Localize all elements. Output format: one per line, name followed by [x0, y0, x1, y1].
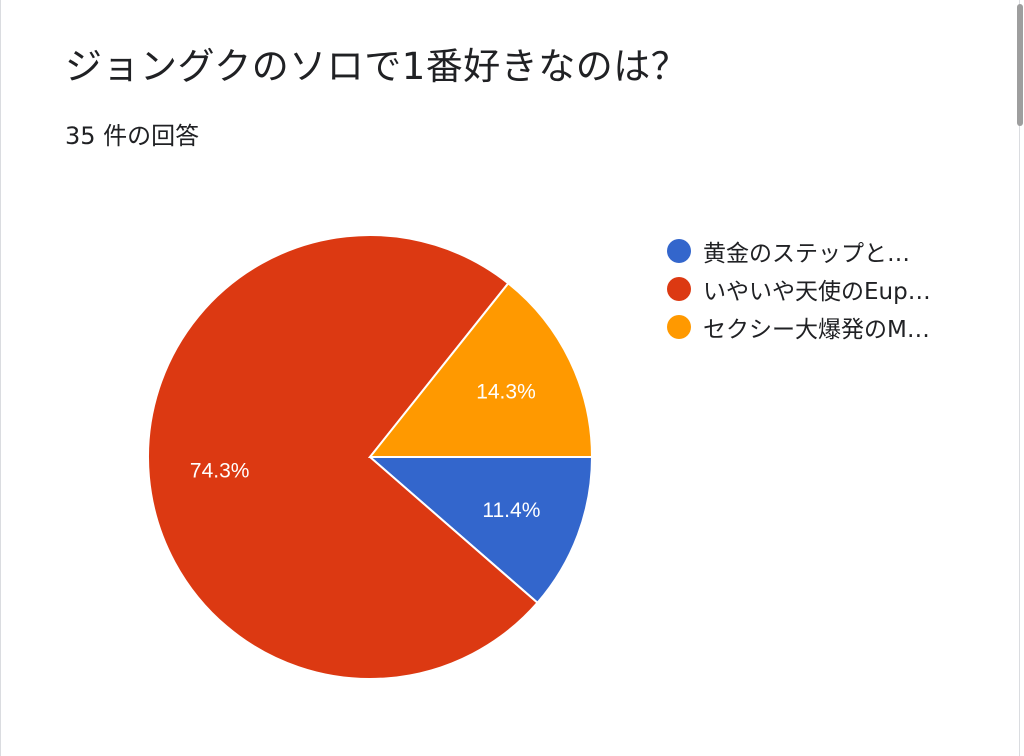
- slice-percent-label-1: 74.3%: [190, 460, 250, 483]
- pie-slice-0[interactable]: [367, 456, 594, 605]
- legend-label: セクシー大爆発のM…: [703, 317, 930, 343]
- question-title: ジョングクのソロで1番好きなのは？: [65, 45, 689, 88]
- legend-swatch-red: [667, 277, 691, 301]
- legend-swatch-blue: [667, 239, 691, 263]
- slice-percent-label-0: 11.4%: [482, 499, 540, 522]
- legend-item-1[interactable]: いやいや天使のEup…: [667, 270, 931, 308]
- legend-label: 黄金のステップと…: [703, 241, 910, 267]
- chart-legend: 黄金のステップと… いやいや天使のEup… セクシー大爆発のM…: [667, 232, 931, 346]
- pie-slice-2[interactable]: [367, 281, 594, 458]
- legend-swatch-orange: [667, 315, 691, 339]
- scrollbar-thumb[interactable]: [1017, 4, 1023, 126]
- slice-percent-label-2: 14.3%: [476, 380, 536, 403]
- legend-item-0[interactable]: 黄金のステップと…: [667, 232, 931, 270]
- scrollbar[interactable]: [1017, 0, 1024, 756]
- pie-slice-1[interactable]: [147, 234, 539, 680]
- legend-item-2[interactable]: セクシー大爆発のM…: [667, 308, 931, 346]
- response-count: 35 件の回答: [65, 122, 200, 150]
- legend-label: いやいや天使のEup…: [703, 279, 931, 305]
